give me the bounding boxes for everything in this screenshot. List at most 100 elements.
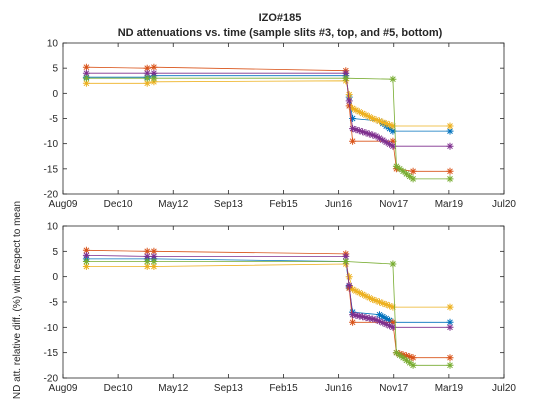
data-point [150, 258, 158, 265]
data-point [345, 91, 353, 99]
data-point [446, 122, 454, 130]
data-point [379, 319, 387, 327]
data-point [382, 301, 390, 308]
data-point [82, 79, 90, 87]
data-point [389, 260, 397, 268]
y-tick-label: 0 [52, 89, 58, 100]
data-point [399, 354, 407, 362]
data-point [386, 125, 394, 133]
data-point [389, 122, 397, 130]
y-tick-label: 0 [52, 272, 58, 283]
data-point [376, 298, 383, 306]
data-point [143, 69, 151, 77]
data-point [379, 136, 387, 144]
data-point [352, 287, 360, 295]
data-point [446, 361, 454, 369]
data-point [392, 349, 400, 357]
data-point [406, 172, 414, 180]
data-point [150, 263, 158, 270]
x-tick-label: Feb15 [269, 199, 298, 210]
data-point [382, 120, 390, 127]
data-point [349, 311, 357, 319]
data-point [446, 127, 454, 135]
data-point [369, 315, 377, 323]
y-tick-label: -20 [44, 190, 59, 201]
y-tick-label: -15 [44, 348, 59, 359]
data-point [349, 318, 357, 326]
data-point [382, 138, 390, 146]
x-tick-label: Aug09 [49, 199, 78, 210]
x-tick-label: Aug09 [49, 383, 78, 394]
data-point [446, 167, 454, 175]
data-point [409, 354, 417, 362]
data-point [389, 75, 397, 83]
data-point [399, 167, 407, 175]
data-point [362, 111, 370, 119]
x-tick-label: May12 [158, 199, 188, 210]
x-tick-label: Jul20 [492, 383, 516, 394]
data-point [150, 78, 158, 86]
data-point [150, 74, 158, 82]
data-point [143, 263, 151, 270]
series-5 [82, 74, 454, 183]
data-point [359, 110, 367, 117]
data-point [82, 246, 90, 254]
data-point [446, 303, 454, 311]
data-point [345, 282, 353, 289]
data-point [143, 252, 151, 260]
data-point [369, 115, 377, 122]
x-tick-label: Jul20 [492, 199, 516, 210]
y-tick-label: 5 [52, 64, 58, 75]
data-point [362, 129, 370, 137]
data-point [392, 162, 400, 170]
data-point [379, 313, 387, 321]
data-point [376, 311, 383, 319]
data-point [389, 137, 397, 145]
data-point [345, 97, 353, 105]
data-point [389, 323, 397, 331]
data-point [382, 320, 390, 328]
data-point [365, 294, 373, 302]
data-point [143, 247, 151, 255]
data-point [372, 297, 380, 305]
data-point [349, 104, 357, 112]
data-point [355, 312, 363, 320]
series-5 [82, 258, 454, 369]
data-point [375, 317, 383, 325]
data-point [389, 303, 397, 311]
data-point [446, 323, 454, 331]
data-point [372, 116, 380, 124]
data-point [345, 273, 353, 281]
data-point [446, 354, 454, 362]
x-tick-label: Jun16 [325, 383, 353, 394]
data-point [82, 63, 90, 71]
axes-box [62, 225, 505, 379]
data-point [359, 128, 367, 136]
data-point [382, 315, 390, 322]
data-point [379, 118, 387, 126]
data-point [349, 125, 357, 133]
data-point [386, 322, 394, 330]
data-point [446, 142, 454, 150]
x-tick-label: Jun16 [325, 199, 353, 210]
data-point [359, 313, 367, 321]
data-point [365, 130, 373, 138]
data-point [372, 316, 380, 324]
data-point [342, 258, 350, 265]
data-point [143, 74, 151, 82]
data-point [396, 351, 404, 359]
y-tick-label: -10 [44, 139, 59, 150]
y-tick-label: 10 [47, 222, 59, 233]
data-point [389, 127, 397, 135]
data-point [362, 292, 370, 300]
data-point [402, 352, 410, 360]
data-point [352, 126, 360, 134]
x-tick-label: Nov17 [379, 383, 408, 394]
data-point [150, 69, 158, 77]
data-point [355, 289, 363, 297]
data-point [409, 175, 417, 183]
data-point [82, 69, 90, 77]
data-point [386, 302, 394, 310]
